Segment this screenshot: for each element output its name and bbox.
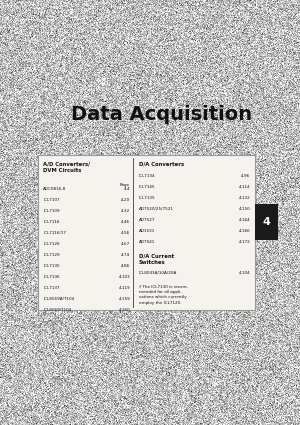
- Text: 4-46: 4-46: [122, 220, 130, 224]
- Text: ICL7109: ICL7109: [44, 209, 60, 213]
- Text: D/A Converters: D/A Converters: [139, 162, 184, 166]
- Text: 4-4: 4-4: [124, 187, 130, 191]
- Text: Data Acquisition: Data Acquisition: [71, 105, 253, 125]
- Text: 4-160: 4-160: [119, 309, 130, 312]
- Text: 4: 4: [262, 217, 270, 227]
- Text: ICL7126: ICL7126: [44, 242, 60, 246]
- Text: ICL7137: ICL7137: [44, 286, 60, 290]
- Text: 4-103: 4-103: [119, 275, 130, 279]
- Text: ICL7116: ICL7116: [44, 220, 60, 224]
- Text: AD7520/25/7521: AD7520/25/7521: [139, 207, 174, 211]
- Text: 4-150: 4-150: [239, 207, 250, 211]
- Text: † The ICL7130 is recom-
mended for all appli-
cations which currently
employ the: † The ICL7130 is recom- mended for all a…: [139, 285, 188, 305]
- Text: AD7541: AD7541: [139, 241, 155, 244]
- Text: ADC0816-8: ADC0816-8: [44, 187, 67, 191]
- Text: A/D Converters/
DVM Circuits: A/D Converters/ DVM Circuits: [44, 162, 90, 173]
- Text: ICL7135: ICL7135: [44, 264, 60, 268]
- Text: ICL8069/T104: ICL8069/T104: [44, 309, 72, 312]
- Text: 4-132: 4-132: [239, 196, 250, 200]
- Text: Page: Page: [120, 183, 130, 187]
- FancyBboxPatch shape: [38, 155, 255, 310]
- Text: 4-166: 4-166: [239, 230, 250, 233]
- Text: 4-172: 4-172: [239, 241, 250, 244]
- Text: 4-56: 4-56: [121, 231, 130, 235]
- Text: ICL8043A/10A/20A: ICL8043A/10A/20A: [139, 271, 177, 275]
- Text: 4-119: 4-119: [119, 286, 130, 290]
- Text: ICL7129: ICL7129: [44, 253, 60, 257]
- Text: 4-86: 4-86: [121, 264, 130, 268]
- Text: 4-96: 4-96: [241, 174, 250, 178]
- Text: 4-114: 4-114: [239, 185, 250, 189]
- Text: 4-164: 4-164: [239, 218, 250, 222]
- Text: AD7527: AD7527: [139, 218, 155, 222]
- Text: ICL7135: ICL7135: [139, 196, 155, 200]
- Text: 4-104: 4-104: [239, 271, 250, 275]
- Text: 4-20: 4-20: [121, 198, 130, 202]
- Text: ICL8069A/T104: ICL8069A/T104: [44, 298, 74, 301]
- Text: 4-74: 4-74: [122, 253, 130, 257]
- Text: AD1531: AD1531: [139, 230, 155, 233]
- Text: 4-32: 4-32: [121, 209, 130, 213]
- Text: ICL7107: ICL7107: [44, 198, 60, 202]
- Text: ICL7134: ICL7134: [139, 174, 155, 178]
- Text: ICL7116/17: ICL7116/17: [44, 231, 66, 235]
- Text: ICL7136: ICL7136: [44, 275, 60, 279]
- Text: D/A Current
Switches: D/A Current Switches: [139, 254, 174, 265]
- Text: 4-67: 4-67: [121, 242, 130, 246]
- Text: 4-159: 4-159: [119, 298, 130, 301]
- Text: ICL7145: ICL7145: [139, 185, 155, 189]
- Bar: [255, 204, 278, 240]
